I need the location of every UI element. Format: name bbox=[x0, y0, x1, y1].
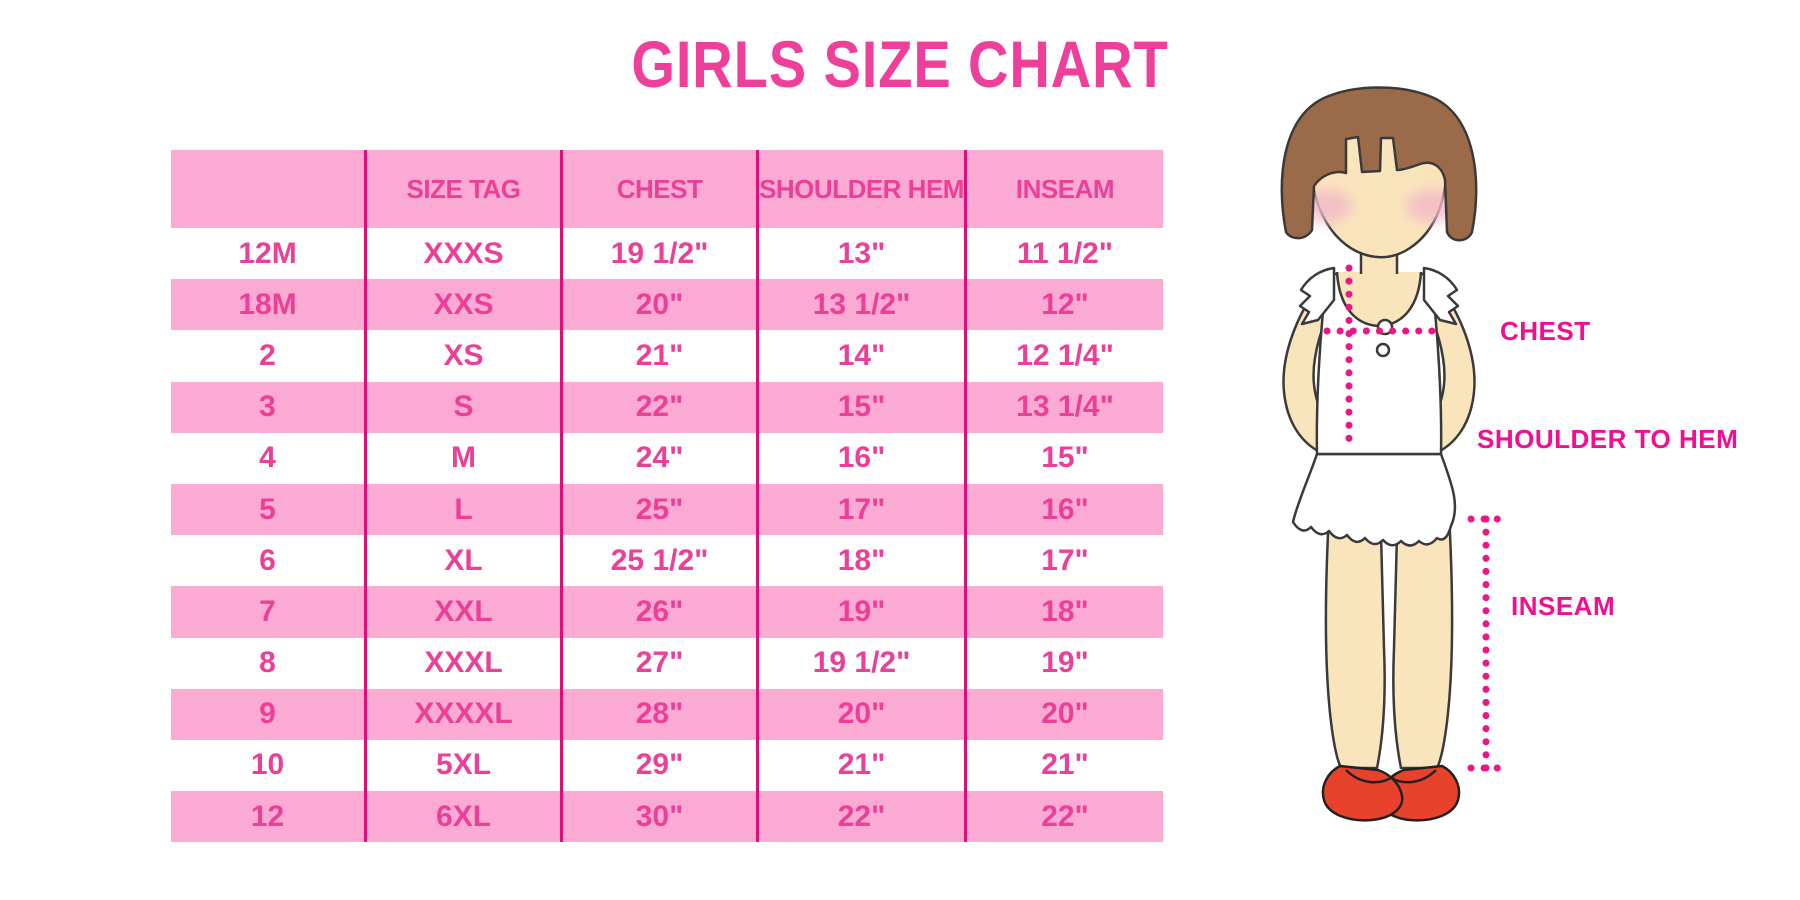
value-cell: 21" bbox=[759, 739, 967, 792]
size-cell: 12M bbox=[171, 228, 368, 280]
value-cell: 25" bbox=[563, 483, 760, 536]
size-cell: 5 bbox=[171, 483, 368, 536]
value-cell: XXS bbox=[367, 279, 564, 331]
girl-dress-button-bottom bbox=[1375, 342, 1391, 358]
size-cell: 4 bbox=[171, 432, 368, 484]
column-header bbox=[171, 150, 368, 228]
value-cell: 11 1/2" bbox=[966, 228, 1163, 280]
value-cell: 27" bbox=[563, 637, 760, 689]
value-cell: 22" bbox=[966, 791, 1163, 843]
value-cell: 15" bbox=[759, 381, 967, 433]
girl-dress-skirt bbox=[1291, 452, 1457, 547]
value-cell: XL bbox=[367, 535, 564, 587]
value-cell: XXL bbox=[367, 586, 564, 638]
value-cell: 28" bbox=[563, 688, 760, 740]
girl-left-shoe bbox=[1321, 764, 1404, 822]
value-cell: 22" bbox=[759, 791, 967, 843]
value-cell: 17" bbox=[966, 535, 1163, 587]
size-cell: 6 bbox=[171, 535, 368, 587]
value-cell: 15" bbox=[966, 432, 1163, 484]
value-cell: 25 1/2" bbox=[563, 535, 760, 587]
value-cell: 19 1/2" bbox=[563, 228, 760, 280]
size-cell: 7 bbox=[171, 586, 368, 638]
value-cell: 30" bbox=[563, 791, 760, 843]
column-header: SIZE TAG bbox=[367, 150, 564, 228]
value-cell: XS bbox=[367, 330, 564, 382]
size-chart-table: SIZE TAG CHEST SHOULDER HEM INSEAM 12M XXXS 19… bbox=[171, 150, 1163, 843]
value-cell: 13 1/2" bbox=[759, 279, 967, 331]
value-cell: 22" bbox=[563, 381, 760, 433]
value-cell: 14" bbox=[759, 330, 967, 382]
chest-label: CHEST bbox=[1500, 316, 1591, 346]
value-cell: L bbox=[367, 483, 564, 536]
value-cell: 19" bbox=[759, 586, 967, 638]
value-cell: 12" bbox=[966, 279, 1163, 331]
page-title: GIRLS SIZE CHART bbox=[631, 27, 1169, 101]
value-cell: 21" bbox=[563, 330, 760, 382]
value-cell: 19" bbox=[966, 637, 1163, 689]
value-cell: 20" bbox=[759, 688, 967, 740]
size-cell: 9 bbox=[171, 688, 368, 740]
size-cell: 10 bbox=[171, 739, 368, 792]
value-cell: 13 1/4" bbox=[966, 381, 1163, 433]
value-cell: 19 1/2" bbox=[759, 637, 967, 689]
column-header: SHOULDER HEM bbox=[759, 150, 967, 228]
value-cell: 6XL bbox=[367, 791, 564, 843]
size-cell: 12 bbox=[171, 791, 368, 843]
girl-left-leg bbox=[1324, 494, 1386, 770]
value-cell: 16" bbox=[759, 432, 967, 484]
size-cell: 18M bbox=[171, 279, 368, 331]
girl-neckline-skin bbox=[1337, 272, 1421, 326]
girl-hair bbox=[1280, 86, 1478, 242]
inseam-label: INSEAM bbox=[1511, 591, 1616, 621]
value-cell: 13" bbox=[759, 228, 967, 280]
girl-right-sleeve-ruffle bbox=[1422, 266, 1460, 326]
value-cell: 20" bbox=[966, 688, 1163, 740]
column-header: INSEAM bbox=[966, 150, 1163, 228]
value-cell: 26" bbox=[563, 586, 760, 638]
girl-left-sleeve-ruffle bbox=[1298, 266, 1336, 326]
size-cell: 2 bbox=[171, 330, 368, 382]
value-cell: S bbox=[367, 381, 564, 433]
value-cell: 18" bbox=[966, 586, 1163, 638]
girl-illustration bbox=[1280, 86, 1505, 822]
size-cell: 3 bbox=[171, 381, 368, 433]
shoulder-to-hem-label: SHOULDER TO HEM bbox=[1477, 424, 1739, 454]
value-cell: M bbox=[367, 432, 564, 484]
column-header: CHEST bbox=[563, 150, 760, 228]
girl-left-shoe-strap bbox=[1345, 769, 1395, 784]
value-cell: XXXXL bbox=[367, 688, 564, 740]
value-cell: 5XL bbox=[367, 739, 564, 792]
value-cell: 18" bbox=[759, 535, 967, 587]
value-cell: XXXS bbox=[367, 228, 564, 280]
value-cell: 24" bbox=[563, 432, 760, 484]
value-cell: 16" bbox=[966, 483, 1163, 536]
value-cell: 17" bbox=[759, 483, 967, 536]
value-cell: 20" bbox=[563, 279, 760, 331]
value-cell: XXXL bbox=[367, 637, 564, 689]
value-cell: 29" bbox=[563, 739, 760, 792]
size-cell: 8 bbox=[171, 637, 368, 689]
value-cell: 12 1/4" bbox=[966, 330, 1163, 382]
value-cell: 21" bbox=[966, 739, 1163, 792]
